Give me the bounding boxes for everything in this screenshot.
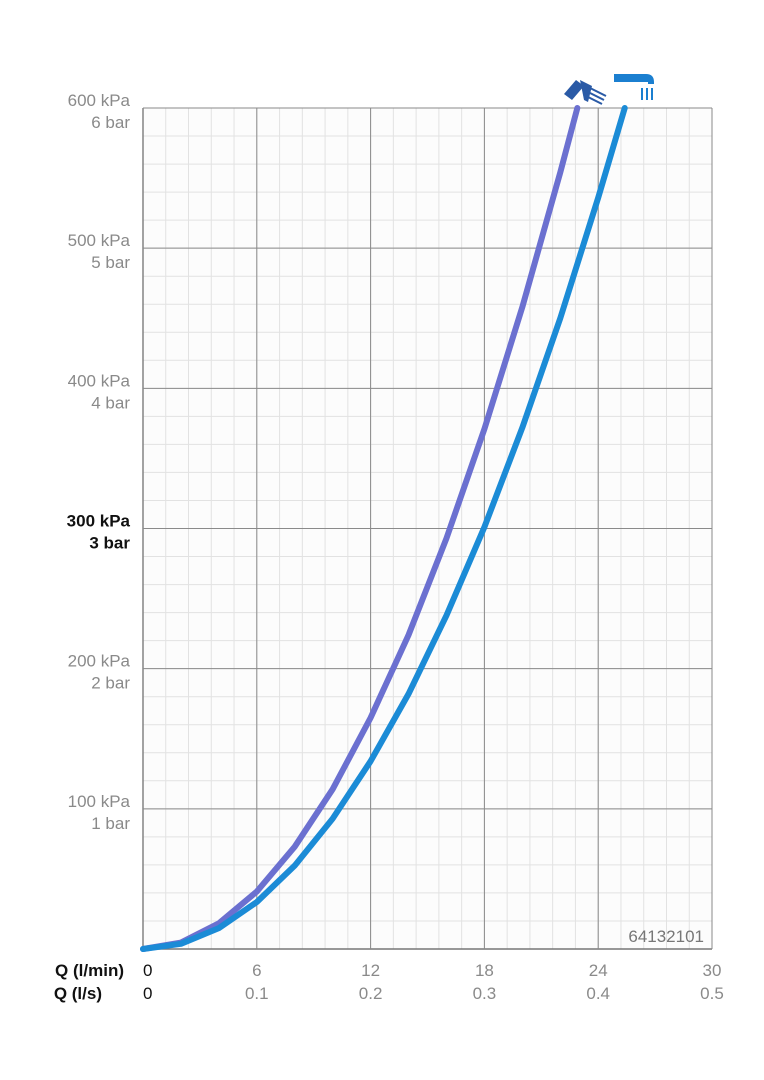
y2-tick-label: 3 bar bbox=[89, 534, 130, 553]
icon-hand-shower bbox=[564, 80, 607, 105]
x2-tick-label: 0 bbox=[143, 984, 152, 1003]
x2-tick-label: 0.4 bbox=[586, 984, 610, 1003]
lines bbox=[140, 105, 628, 952]
x2-tick-label: 0.5 bbox=[700, 984, 724, 1003]
y2-tick-label: 6 bar bbox=[91, 113, 130, 132]
x-tick-label: 18 bbox=[475, 961, 494, 980]
x2-tick-label: 0.1 bbox=[245, 984, 269, 1003]
y2-tick-label: 5 bar bbox=[91, 253, 130, 272]
annotation: 64132101 bbox=[628, 927, 704, 946]
x2-axis-label: Q (l/s) bbox=[54, 984, 102, 1003]
y-tick-label: 300 kPa bbox=[67, 512, 131, 531]
x-tick-label: 12 bbox=[361, 961, 380, 980]
icon-spout bbox=[614, 74, 654, 100]
y-tick-label: 400 kPa bbox=[68, 371, 131, 390]
y-tick-label: 600 kPa bbox=[68, 91, 131, 110]
y-tick-label: 100 kPa bbox=[68, 792, 131, 811]
major-grid bbox=[142, 107, 713, 950]
x-tick-label: 0 bbox=[143, 961, 152, 980]
y-tick-label: 200 kPa bbox=[68, 652, 131, 671]
x-axis-label: Q (l/min) bbox=[55, 961, 124, 980]
series-line bbox=[140, 105, 581, 952]
y-tick-label: 500 kPa bbox=[68, 231, 131, 250]
x-tick-label: 24 bbox=[589, 961, 608, 980]
x2-tick-label: 0.2 bbox=[359, 984, 383, 1003]
x2-tick-label: 0.3 bbox=[473, 984, 497, 1003]
y2-tick-label: 2 bar bbox=[91, 674, 130, 693]
series-line bbox=[140, 105, 628, 952]
x-tick-label: 30 bbox=[703, 961, 722, 980]
y2-tick-label: 1 bar bbox=[91, 814, 130, 833]
x-tick-label: 6 bbox=[252, 961, 261, 980]
y2-tick-label: 4 bar bbox=[91, 393, 130, 412]
